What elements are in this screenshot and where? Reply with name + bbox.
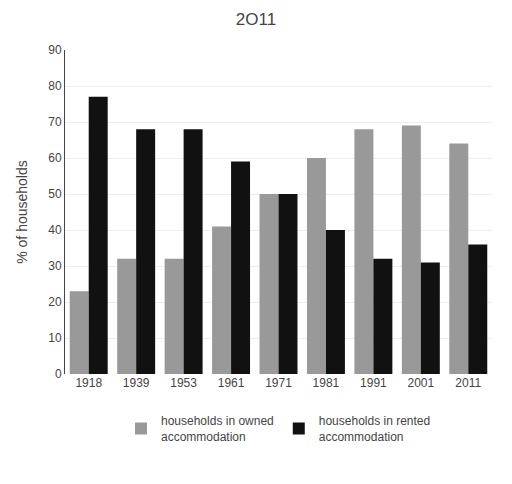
svg-text:households in ownedaccommodati: households in ownedaccommodation bbox=[161, 414, 274, 444]
svg-text:2O11: 2O11 bbox=[236, 10, 276, 29]
svg-text:1961: 1961 bbox=[218, 376, 245, 390]
svg-text:50: 50 bbox=[48, 187, 62, 201]
svg-text:40: 40 bbox=[48, 223, 62, 237]
svg-text:1953: 1953 bbox=[170, 376, 197, 390]
svg-text:30: 30 bbox=[48, 259, 62, 273]
svg-text:2011: 2011 bbox=[455, 376, 481, 390]
svg-text:2001: 2001 bbox=[407, 376, 434, 390]
svg-text:1981: 1981 bbox=[313, 376, 340, 390]
svg-text:1939: 1939 bbox=[123, 376, 150, 390]
svg-text:households in rentedaccommodat: households in rentedaccommodation bbox=[319, 414, 430, 444]
svg-text:10: 10 bbox=[48, 331, 62, 345]
svg-text:1918: 1918 bbox=[75, 376, 102, 390]
svg-text:% of households: % of households bbox=[14, 160, 30, 264]
svg-text:0: 0 bbox=[55, 367, 62, 381]
svg-text:1991: 1991 bbox=[360, 376, 387, 390]
svg-text:70: 70 bbox=[48, 115, 62, 129]
svg-text:90: 90 bbox=[48, 43, 62, 57]
svg-text:1971: 1971 bbox=[265, 376, 292, 390]
svg-text:60: 60 bbox=[48, 151, 62, 165]
svg-text:20: 20 bbox=[48, 295, 62, 309]
svg-text:80: 80 bbox=[48, 79, 62, 93]
